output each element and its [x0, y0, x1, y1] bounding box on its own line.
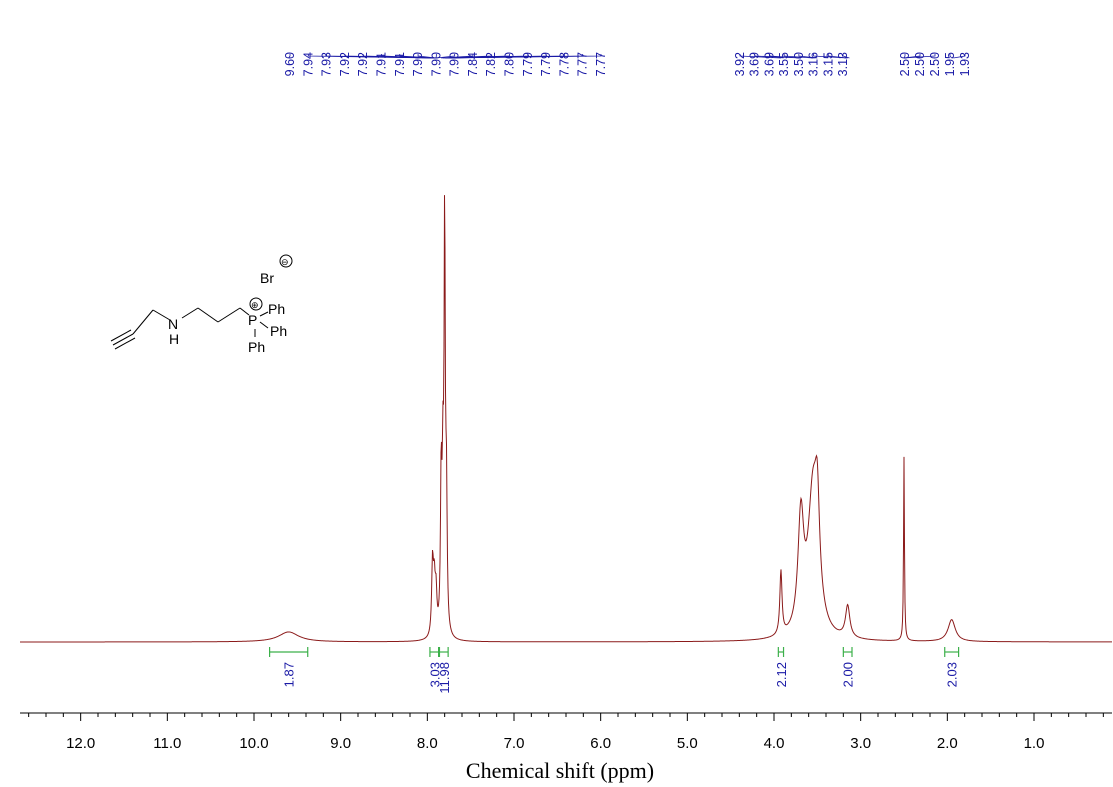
peak-label: 9.60 [283, 52, 297, 76]
peak-label: 7.94 [301, 52, 315, 76]
peak-label: 7.79 [539, 52, 553, 76]
x-tick-label: 11.0 [153, 735, 181, 752]
phosphonium-charge-ring [249, 297, 263, 311]
peak-label: 3.69 [748, 52, 762, 76]
peak-connector [798, 54, 818, 59]
chemical-structure: N H P ⊕ Ph Ph Ph Br ⊖ [110, 254, 293, 355]
x-tick-label: 3.0 [850, 735, 871, 752]
peak-label: 7.77 [594, 52, 608, 76]
peak-label: 7.91 [393, 52, 407, 76]
peak-connector [842, 54, 850, 59]
x-tick-label: 6.0 [590, 735, 611, 752]
peak-connector [827, 54, 848, 59]
chain-p-bond [239, 307, 250, 316]
peak-connector [903, 54, 936, 59]
peak-label: 7.77 [576, 52, 590, 76]
peak-connector [953, 54, 966, 59]
peak-label: 7.93 [320, 52, 334, 76]
phosphonium-charge: ⊕ [251, 300, 259, 310]
peak-label: 7.82 [484, 52, 498, 76]
peak-label: 7.80 [503, 52, 517, 76]
peak-label: 3.92 [733, 52, 747, 76]
x-tick-label: 7.0 [504, 735, 525, 752]
peak-connector [417, 54, 437, 59]
chain-bond-2 [217, 307, 241, 323]
peak-label: 3.15 [821, 52, 835, 76]
peak-label: 7.78 [557, 52, 571, 76]
integral-value: 1.87 [282, 662, 297, 687]
integral-value: 11.98 [437, 662, 452, 694]
x-axis-ticks: 12.0 11.0 10.0 9.0 8.0 7.0 6.0 5.0 4.0 3.0 2.0 1.0 [28, 713, 1104, 752]
x-tick-label: 12.0 [66, 735, 95, 752]
bromide-charge-ring [279, 254, 293, 268]
bromide-charge: ⊖ [281, 257, 289, 267]
spectrum-trace [20, 195, 1112, 643]
x-tick-label: 2.0 [937, 735, 958, 752]
x-tick-label: 9.0 [330, 735, 351, 752]
alkyne-bond-3 [110, 329, 132, 342]
alkyne-bond-1 [112, 333, 134, 346]
peak-label: 7.92 [356, 52, 370, 76]
ch2-n-bond [152, 309, 171, 321]
peak-label: 7.91 [374, 52, 388, 76]
peak-connector [769, 54, 801, 59]
peak-connector-group [288, 54, 966, 59]
peak-connector [288, 54, 291, 59]
n-ch2-bond [181, 307, 199, 319]
alkyne-bond-2 [114, 337, 136, 350]
x-tick-label: 8.0 [417, 735, 438, 752]
peak-label: 3.69 [762, 52, 776, 76]
peak-connector [739, 54, 781, 59]
x-tick-label: 1.0 [1024, 735, 1045, 752]
propargyl-bond [132, 309, 154, 335]
peak-connector [435, 54, 456, 59]
chain-bond-1 [197, 307, 219, 323]
peak-label: 2.50 [913, 52, 927, 76]
integral-value: 2.12 [774, 662, 789, 687]
x-tick-label: 10.0 [239, 735, 268, 752]
peak-label: 7.92 [338, 52, 352, 76]
peak-connector [903, 54, 906, 59]
peak-connector [813, 54, 847, 59]
peak-connector [447, 54, 602, 59]
integral-value: 2.00 [841, 662, 856, 687]
peak-connector [949, 54, 952, 59]
integral-value: 3.03 [427, 662, 442, 687]
bromide-ion: Br [260, 270, 274, 286]
phenyl-2: Ph [270, 323, 287, 339]
integral-value: 2.03 [945, 662, 960, 687]
peak-connector [399, 54, 436, 59]
peak-connector [783, 54, 814, 59]
amine-h: H [169, 331, 179, 347]
x-tick-label: 4.0 [764, 735, 785, 752]
phosphorus-atom: P [248, 312, 257, 328]
p-ph2-bond [259, 321, 269, 329]
x-axis-title: Chemical shift (ppm) [466, 758, 654, 783]
peak-label-group: 9.60 7.94 7.93 7.92 7.92 7.91 7.91 7.90 7.90 7.90… [283, 52, 972, 76]
phenyl-3: Ph [248, 339, 265, 355]
p-ph1-bond [259, 311, 269, 317]
peak-label: 2.50 [928, 52, 942, 76]
phenyl-1: Ph [268, 301, 285, 317]
amine-n: N [168, 316, 178, 332]
peak-label: 1.93 [958, 52, 972, 76]
x-tick-label: 5.0 [677, 735, 698, 752]
peak-label: 7.79 [521, 52, 535, 76]
